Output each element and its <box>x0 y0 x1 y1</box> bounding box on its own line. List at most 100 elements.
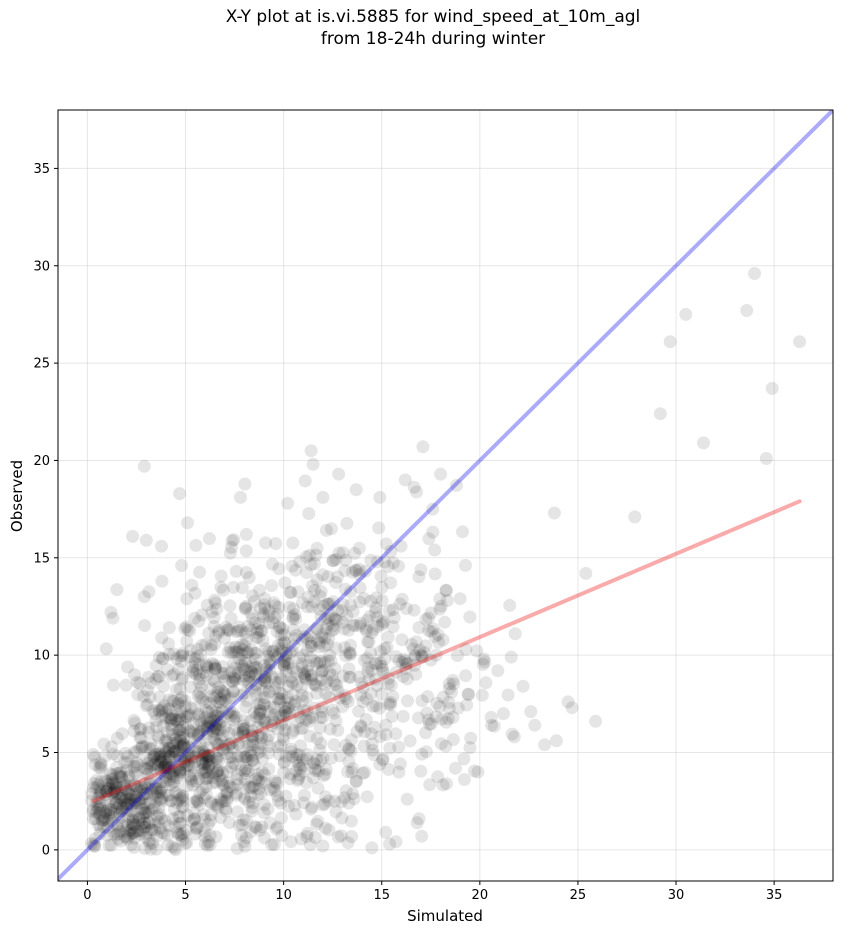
data-point <box>344 744 358 758</box>
data-point <box>212 680 225 694</box>
data-point <box>224 645 238 659</box>
data-point <box>423 778 437 792</box>
data-point <box>253 711 267 725</box>
data-point <box>89 812 103 826</box>
data-point <box>93 808 107 822</box>
data-point <box>412 711 425 725</box>
data-point <box>91 791 105 805</box>
data-point <box>246 612 259 626</box>
data-point <box>192 709 206 723</box>
data-point <box>249 652 262 666</box>
data-point <box>373 656 387 670</box>
data-point <box>491 664 505 678</box>
data-point <box>166 747 180 761</box>
data-point <box>326 619 340 633</box>
data-point <box>240 750 253 764</box>
data-point <box>92 761 106 775</box>
data-point <box>206 719 220 733</box>
data-point <box>239 813 253 827</box>
data-point <box>274 672 288 686</box>
data-point <box>99 773 112 787</box>
data-point <box>99 804 113 818</box>
data-point <box>209 662 223 676</box>
data-point <box>463 610 477 624</box>
data-point <box>128 668 142 682</box>
data-point <box>241 676 255 690</box>
data-point <box>118 830 132 844</box>
data-point <box>256 684 270 698</box>
data-point <box>222 751 236 765</box>
data-point <box>442 695 456 709</box>
data-point <box>218 720 232 734</box>
data-point <box>353 595 367 609</box>
data-point <box>268 708 282 722</box>
data-point <box>314 711 328 725</box>
data-point <box>161 758 175 772</box>
data-point <box>412 570 426 584</box>
data-point <box>166 736 180 750</box>
data-point <box>414 563 428 577</box>
y-tick-label: 25 <box>33 357 50 372</box>
data-point <box>183 769 197 783</box>
data-point <box>235 638 249 652</box>
data-point <box>88 750 102 764</box>
data-point <box>162 621 176 635</box>
data-point <box>204 795 217 809</box>
data-point <box>565 701 579 715</box>
data-point <box>279 749 293 763</box>
data-point <box>251 768 265 781</box>
data-point <box>422 611 435 625</box>
data-point <box>353 581 367 595</box>
data-point <box>273 670 287 684</box>
data-point <box>110 767 124 780</box>
data-point <box>373 757 387 771</box>
data-point <box>208 660 222 674</box>
data-point <box>181 779 195 793</box>
data-point <box>140 787 154 800</box>
data-point <box>348 563 362 577</box>
data-point <box>279 704 292 718</box>
data-point <box>345 765 359 779</box>
data-point <box>415 747 429 761</box>
data-point <box>138 806 152 820</box>
data-point <box>192 676 206 690</box>
data-point <box>143 772 157 786</box>
data-point <box>293 761 307 775</box>
data-point <box>210 714 224 728</box>
data-point <box>232 738 246 752</box>
data-point <box>242 795 256 809</box>
data-point <box>248 685 262 698</box>
data-point <box>322 632 336 646</box>
data-point <box>113 824 127 838</box>
data-point <box>164 714 178 728</box>
data-point <box>202 720 216 734</box>
data-point <box>226 684 240 698</box>
data-point <box>322 794 336 808</box>
data-point <box>102 798 116 812</box>
data-point <box>229 788 243 802</box>
data-point <box>273 620 287 633</box>
data-point <box>241 619 255 633</box>
data-point <box>244 789 258 803</box>
data-point <box>295 681 308 695</box>
data-point <box>291 774 305 787</box>
data-point <box>284 767 298 781</box>
data-point <box>313 636 326 650</box>
data-point <box>308 757 321 771</box>
data-point <box>220 791 234 805</box>
data-point <box>227 710 241 724</box>
data-point <box>189 821 203 835</box>
data-point <box>172 710 186 724</box>
data-point <box>152 670 166 684</box>
data-point <box>268 648 282 662</box>
data-point <box>262 746 276 760</box>
data-point <box>309 548 323 562</box>
data-point <box>286 676 299 690</box>
data-point <box>374 645 387 658</box>
data-point <box>416 440 430 454</box>
data-point <box>216 685 230 699</box>
data-point <box>162 761 175 774</box>
data-point <box>375 581 389 594</box>
data-point <box>143 690 157 704</box>
data-point <box>313 602 326 616</box>
